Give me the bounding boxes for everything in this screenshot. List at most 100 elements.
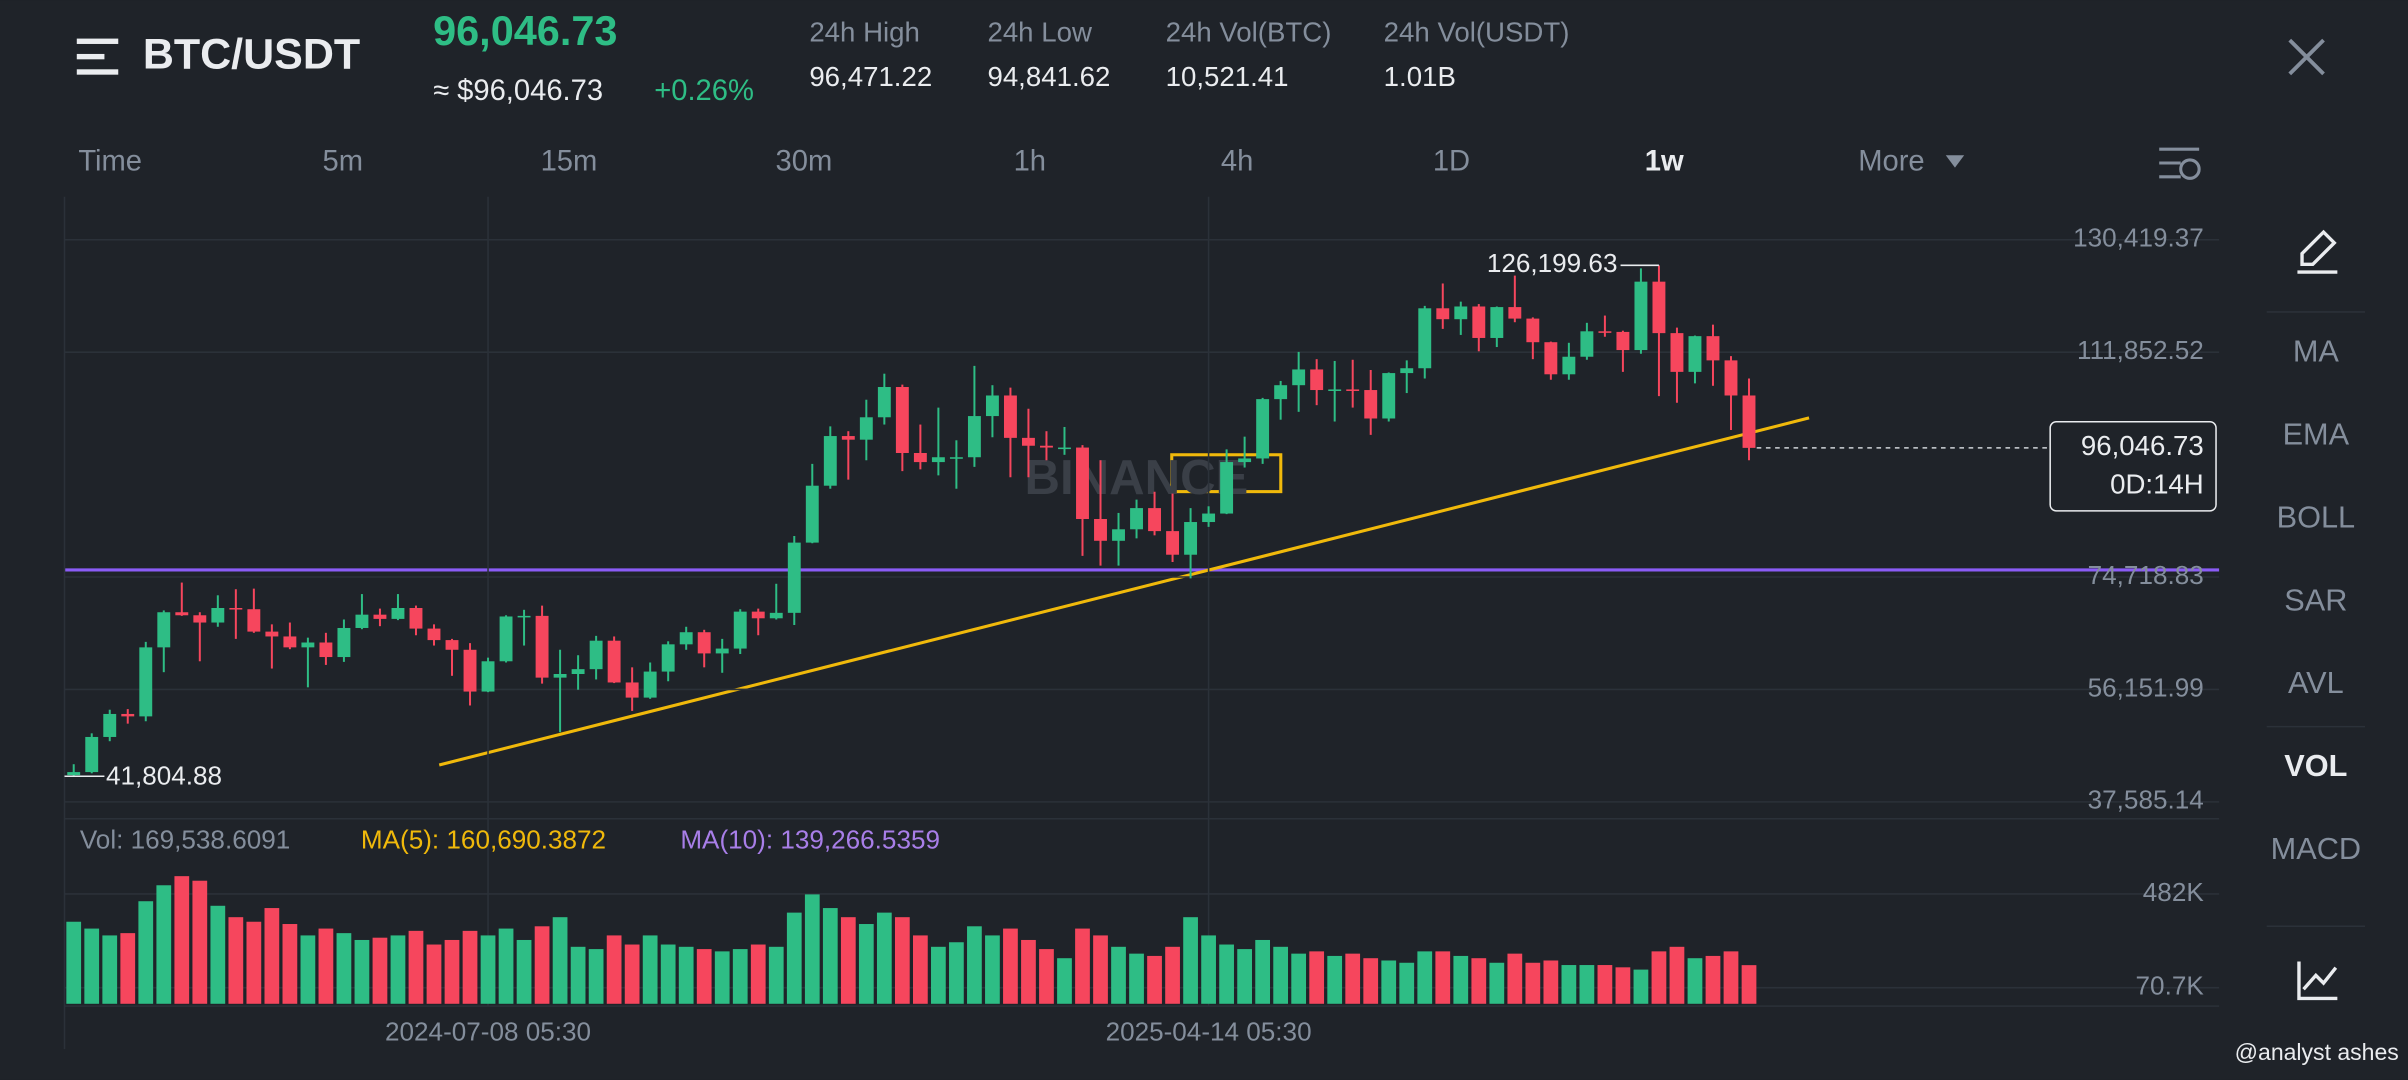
volume-bar bbox=[822, 908, 838, 1004]
volume-bar bbox=[1381, 960, 1397, 1004]
timeframe[interactable]: 5m bbox=[323, 146, 364, 178]
candle-body bbox=[1652, 281, 1666, 334]
candle-body bbox=[1382, 373, 1396, 419]
volume-bar bbox=[264, 908, 280, 1004]
current-price-label: 96,046.73 bbox=[2081, 430, 2204, 461]
timeframe[interactable]: 1w bbox=[1645, 146, 1684, 178]
candle-body bbox=[931, 457, 945, 463]
stat-label: 24h Vol(USDT) bbox=[1384, 16, 1570, 47]
candle-body bbox=[157, 612, 171, 648]
indicator[interactable]: VOL bbox=[2284, 748, 2347, 783]
candle-body bbox=[1580, 331, 1594, 357]
stat-value: 10,521.41 bbox=[1166, 61, 1289, 92]
close-icon[interactable] bbox=[2288, 38, 2325, 76]
candle-body bbox=[139, 647, 153, 717]
volume-bar bbox=[1021, 939, 1036, 1004]
candle-body bbox=[733, 611, 747, 649]
y-tick-label: 111,852.52 bbox=[2077, 335, 2204, 365]
volume-bar bbox=[624, 944, 640, 1004]
candle-body bbox=[1166, 531, 1180, 555]
volume-bar bbox=[931, 946, 946, 1004]
symbol[interactable]: BTC/USDT bbox=[143, 30, 360, 78]
timeframe[interactable]: Time bbox=[78, 146, 142, 178]
change: +0.26% bbox=[654, 75, 754, 107]
candle-body bbox=[1490, 307, 1504, 338]
candle-body bbox=[427, 628, 441, 641]
candle-body bbox=[1094, 518, 1107, 541]
volume-bar bbox=[714, 951, 730, 1004]
volume-bar bbox=[1723, 951, 1739, 1004]
candle-body bbox=[661, 644, 675, 672]
volume-bar bbox=[84, 928, 100, 1004]
volume-bar bbox=[786, 912, 802, 1004]
menu-icon[interactable] bbox=[76, 38, 119, 75]
candle-body bbox=[1238, 458, 1252, 463]
volume-bar bbox=[804, 894, 820, 1004]
volume-bar bbox=[1597, 965, 1613, 1004]
candle-body bbox=[1544, 342, 1558, 375]
y-tick-label: 56,151.99 bbox=[2088, 672, 2204, 702]
candle-body bbox=[1706, 336, 1720, 361]
timeframe[interactable]: 30m bbox=[776, 146, 833, 178]
volume-bar bbox=[985, 935, 1000, 1004]
stat-label: 24h High bbox=[809, 16, 920, 47]
volume-bar bbox=[1453, 955, 1469, 1004]
volume-bar bbox=[246, 921, 262, 1004]
volume-bar bbox=[1219, 944, 1234, 1004]
candle-body bbox=[1184, 522, 1198, 555]
volume-bar bbox=[696, 949, 712, 1004]
candle-body bbox=[1616, 331, 1630, 351]
volume-bar bbox=[642, 935, 658, 1004]
candle-body bbox=[1526, 318, 1540, 343]
volume-bar bbox=[1057, 958, 1072, 1004]
candle-body bbox=[697, 632, 711, 654]
candle-body bbox=[643, 671, 657, 698]
last-price: 96,046.73 bbox=[433, 7, 617, 54]
volume-bar bbox=[660, 944, 676, 1004]
volume-bar bbox=[1003, 928, 1018, 1004]
volume-bar bbox=[967, 926, 982, 1004]
vol-tick-label: 70.7K bbox=[2136, 971, 2205, 1001]
candle-body bbox=[1598, 331, 1612, 333]
candle-body bbox=[391, 608, 405, 619]
candle-body bbox=[1202, 513, 1216, 523]
indicator[interactable]: MA bbox=[2293, 334, 2340, 369]
volume-bar bbox=[498, 928, 514, 1004]
candle-body bbox=[1724, 360, 1738, 396]
indicator[interactable]: SAR bbox=[2284, 582, 2347, 617]
timeframe[interactable]: 1h bbox=[1014, 146, 1046, 178]
indicator[interactable]: MACD bbox=[2271, 831, 2361, 866]
timeframe[interactable]: 15m bbox=[541, 146, 598, 178]
indicator[interactable]: BOLL bbox=[2277, 499, 2356, 534]
candle-body bbox=[1003, 395, 1017, 438]
candle-body bbox=[589, 640, 603, 670]
volume-bar bbox=[228, 917, 244, 1004]
volume-bar bbox=[1345, 953, 1361, 1004]
candle-body bbox=[1634, 281, 1648, 351]
indicator[interactable]: AVL bbox=[2288, 665, 2344, 700]
timeframe[interactable]: 4h bbox=[1221, 146, 1253, 178]
timeframe[interactable]: More bbox=[1858, 146, 1924, 178]
volume-bar bbox=[372, 937, 388, 1004]
candle-body bbox=[301, 642, 315, 648]
timeframe[interactable]: 1D bbox=[1433, 146, 1470, 178]
pencil-icon[interactable] bbox=[2297, 229, 2338, 274]
volume-bar bbox=[1255, 939, 1271, 1004]
credit: @analyst ashes bbox=[2235, 1039, 2399, 1065]
candle-body bbox=[859, 417, 873, 440]
settings-icon[interactable] bbox=[2159, 147, 2201, 180]
candle-body bbox=[1130, 508, 1143, 530]
candle-body bbox=[805, 485, 819, 543]
indicator[interactable]: EMA bbox=[2283, 416, 2350, 451]
candle-body bbox=[841, 436, 855, 440]
chart-icon[interactable] bbox=[2297, 961, 2338, 1001]
current-price-box bbox=[2049, 421, 2217, 512]
volume-bar bbox=[102, 935, 118, 1004]
volume-bar bbox=[1363, 958, 1379, 1004]
candle-body bbox=[1274, 385, 1288, 400]
candle-body bbox=[571, 669, 585, 674]
candle-body bbox=[283, 636, 297, 648]
volume-bar bbox=[318, 928, 334, 1004]
volume-bar bbox=[1183, 917, 1198, 1004]
